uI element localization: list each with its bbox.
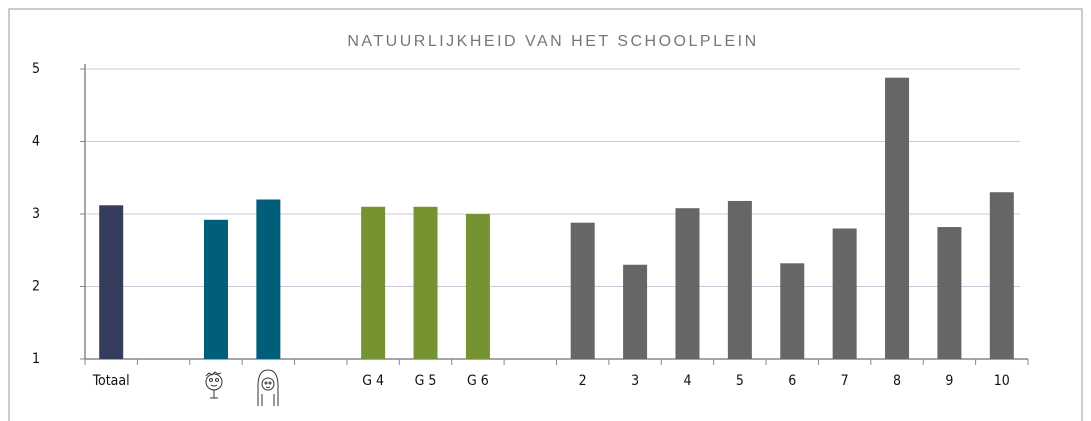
- chart-frame: [8, 8, 1083, 421]
- bar: [780, 263, 805, 359]
- bar: [465, 214, 490, 359]
- x-tick-label: 6: [788, 373, 796, 389]
- bar: [623, 264, 648, 359]
- bar: [675, 208, 700, 359]
- x-tick-label: G 6: [467, 373, 489, 389]
- girl-icon: [257, 369, 279, 406]
- y-tick-label: 1: [32, 351, 40, 367]
- x-tick-label: 7: [841, 373, 849, 389]
- bar: [256, 199, 281, 359]
- bar: [99, 205, 124, 359]
- bar: [937, 227, 962, 359]
- x-tick-label: 10: [994, 373, 1010, 389]
- y-tick-label: 4: [32, 134, 40, 150]
- x-tick-label: G 5: [415, 373, 437, 389]
- chart-title: NATUURLIJKHEID VAN HET SCHOOLPLEIN: [347, 33, 758, 50]
- y-tick-label: 3: [32, 206, 40, 222]
- boy-icon: [205, 371, 223, 399]
- x-tick-label: 4: [683, 373, 691, 389]
- bar: [570, 222, 595, 359]
- x-tick-label: 9: [945, 373, 953, 389]
- bar: [727, 200, 752, 359]
- y-tick-label: 2: [32, 279, 40, 295]
- x-tick-label: 5: [736, 373, 744, 389]
- bar: [413, 206, 438, 359]
- x-tick-label: Totaal: [92, 373, 130, 389]
- y-tick-label: 5: [32, 61, 40, 77]
- bar: [361, 206, 386, 359]
- x-tick-label: 8: [893, 373, 901, 389]
- bar: [203, 219, 228, 359]
- x-tick-label: 3: [631, 373, 639, 389]
- bar: [832, 228, 857, 359]
- bar: [989, 192, 1014, 359]
- bar: [885, 77, 910, 359]
- x-tick-label: G 4: [362, 373, 384, 389]
- x-tick-label: 2: [579, 373, 587, 389]
